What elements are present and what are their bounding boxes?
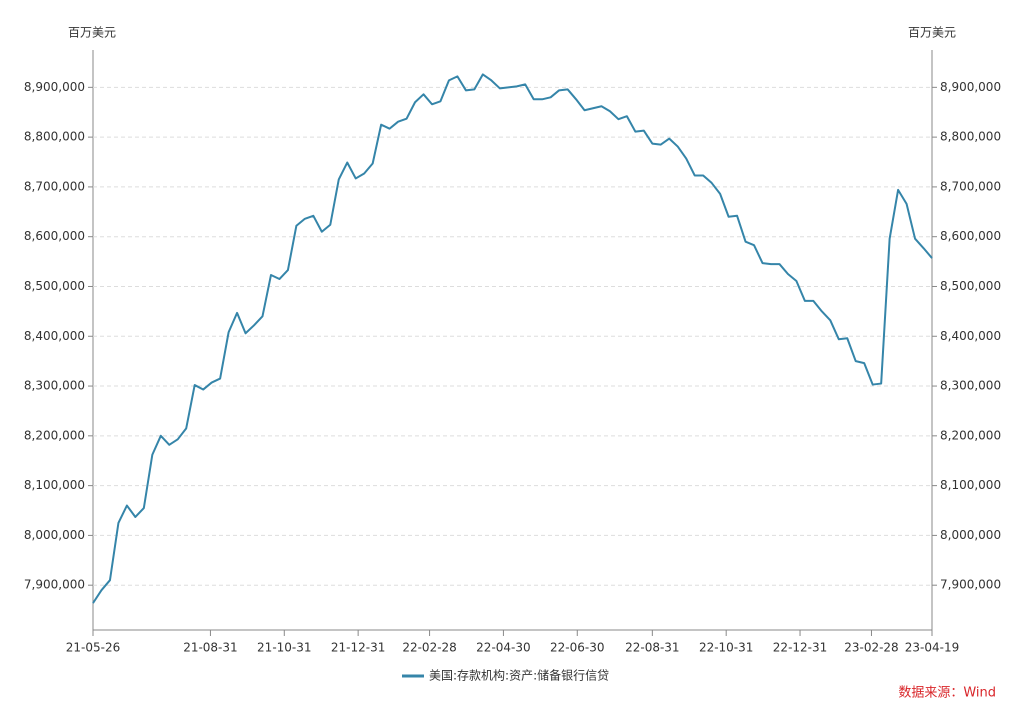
x-tick-label: 22-08-31: [625, 641, 679, 655]
x-tick-label: 21-10-31: [257, 641, 311, 655]
x-tick-label: 22-02-28: [402, 641, 456, 655]
y2-tick-label: 8,500,000: [940, 279, 1001, 293]
y2-tick-label: 8,700,000: [940, 179, 1001, 193]
y2-tick-label: 8,100,000: [940, 478, 1001, 492]
y-tick-label: 8,400,000: [24, 329, 85, 343]
y2-tick-label: 8,400,000: [940, 329, 1001, 343]
x-tick-label: 22-06-30: [550, 641, 604, 655]
y2-tick-label: 8,900,000: [940, 80, 1001, 94]
x-tick-label: 23-02-28: [844, 641, 898, 655]
y2-tick-label: 7,900,000: [940, 578, 1001, 592]
y2-tick-label: 8,800,000: [940, 130, 1001, 144]
y-axis-label: 百万美元: [68, 26, 116, 40]
y-tick-label: 7,900,000: [24, 578, 85, 592]
source-note: 数据来源：Wind: [898, 686, 996, 701]
y-tick-label: 8,300,000: [24, 379, 85, 393]
x-tick-label: 21-08-31: [183, 641, 237, 655]
y2-tick-label: 8,000,000: [940, 528, 1001, 542]
x-tick-label: 22-10-31: [699, 641, 753, 655]
x-tick-label: 21-12-31: [331, 641, 385, 655]
y-tick-label: 8,100,000: [24, 478, 85, 492]
y2-axis-label: 百万美元: [908, 26, 956, 40]
x-tick-label: 22-04-30: [476, 641, 530, 655]
data-line: [92, 73, 933, 604]
y-tick-label: 8,500,000: [24, 279, 85, 293]
y2-tick-label: 8,200,000: [940, 428, 1001, 442]
y-tick-label: 8,700,000: [24, 179, 85, 193]
y-tick-label: 8,200,000: [24, 428, 85, 442]
y2-tick-label: 8,600,000: [940, 229, 1001, 243]
y-tick-label: 8,800,000: [24, 130, 85, 144]
x-tick-label: 22-12-31: [773, 641, 827, 655]
x-tick-label: 21-05-26: [66, 641, 120, 655]
y-tick-label: 8,900,000: [24, 80, 85, 94]
y-tick-label: 8,000,000: [24, 528, 85, 542]
legend-label: 美国:存款机构:资产:储备银行信贷: [429, 668, 609, 683]
y-tick-label: 8,600,000: [24, 229, 85, 243]
x-tick-label: 23-04-19: [905, 641, 959, 655]
y2-tick-label: 8,300,000: [940, 379, 1001, 393]
